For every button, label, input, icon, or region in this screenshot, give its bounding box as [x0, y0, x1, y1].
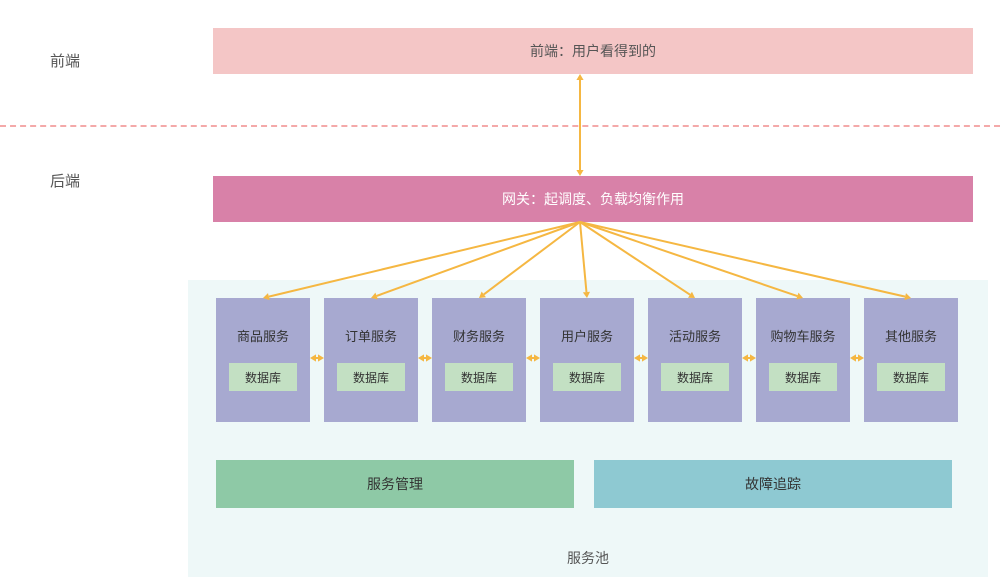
- service-pool-label: 服务池: [567, 548, 609, 568]
- frontend-section-label: 前端: [50, 50, 80, 71]
- database-box: 数据库: [877, 363, 945, 391]
- database-box: 数据库: [661, 363, 729, 391]
- backend-section-label: 后端: [50, 170, 80, 191]
- service-box-3: 用户服务数据库: [540, 298, 634, 422]
- service-box-0: 商品服务数据库: [216, 298, 310, 422]
- service-box-4: 活动服务数据库: [648, 298, 742, 422]
- fault-tracking-box: 故障追踪: [594, 460, 952, 508]
- service-name: 活动服务: [669, 326, 721, 345]
- service-box-6: 其他服务数据库: [864, 298, 958, 422]
- database-box: 数据库: [337, 363, 405, 391]
- service-name: 商品服务: [237, 326, 289, 345]
- frontend-backend-divider: [0, 125, 1000, 127]
- gateway-box-text: 网关：起调度、负载均衡作用: [502, 189, 684, 209]
- service-name: 购物车服务: [770, 326, 835, 345]
- database-box: 数据库: [229, 363, 297, 391]
- service-name: 财务服务: [453, 326, 505, 345]
- database-box: 数据库: [553, 363, 621, 391]
- service-box-1: 订单服务数据库: [324, 298, 418, 422]
- service-name: 用户服务: [561, 326, 613, 345]
- gateway-box: 网关：起调度、负载均衡作用: [213, 176, 973, 222]
- service-box-5: 购物车服务数据库: [756, 298, 850, 422]
- service-box-2: 财务服务数据库: [432, 298, 526, 422]
- frontend-box-text: 前端：用户看得到的: [530, 41, 656, 61]
- database-box: 数据库: [769, 363, 837, 391]
- database-box: 数据库: [445, 363, 513, 391]
- service-name: 订单服务: [345, 326, 397, 345]
- frontend-box: 前端：用户看得到的: [213, 28, 973, 74]
- service-management-box: 服务管理: [216, 460, 574, 508]
- service-name: 其他服务: [885, 326, 937, 345]
